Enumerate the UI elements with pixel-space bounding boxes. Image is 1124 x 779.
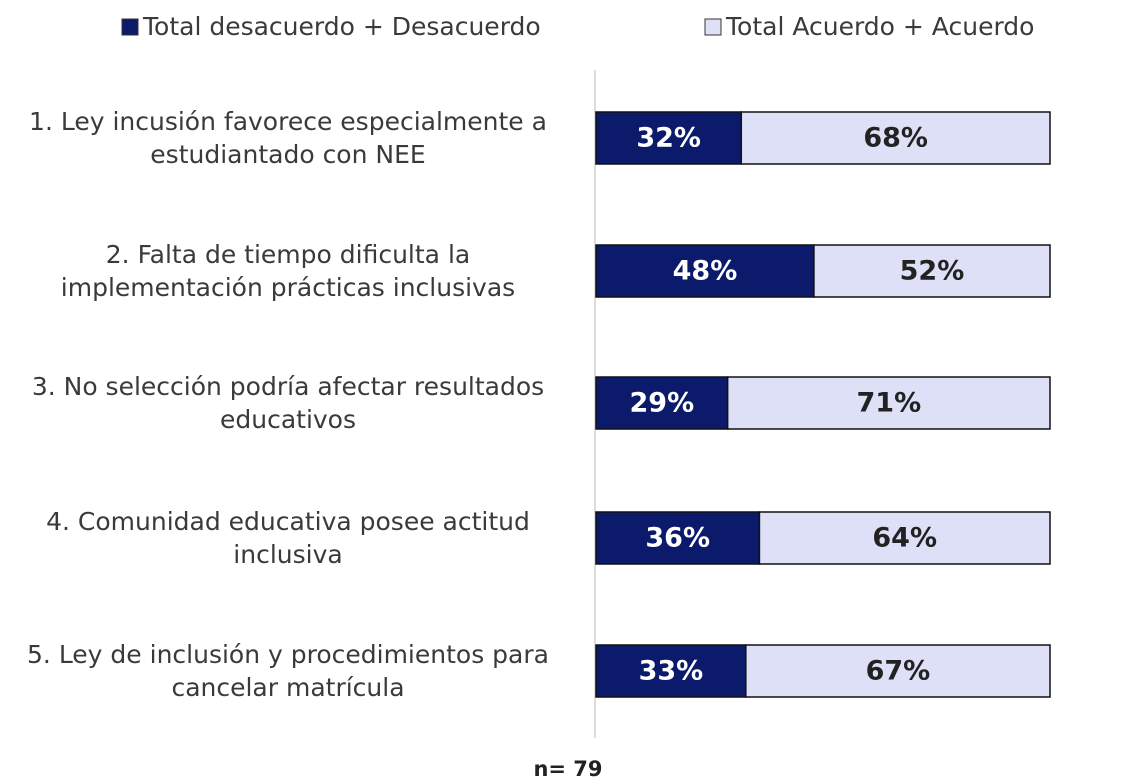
value-label: 71% [857, 388, 922, 419]
value-label: 29% [630, 388, 695, 419]
bar-segment [595, 244, 815, 298]
category-label: 1. Ley incusión favorece especialmente a… [29, 107, 547, 169]
bar-segment [726, 376, 1051, 430]
value-label: 64% [872, 523, 937, 554]
category-label: 5. Ley de inclusión y procedimientos par… [27, 640, 549, 702]
value-label: 68% [863, 123, 928, 154]
legend-label: Total Acuerdo + Acuerdo [725, 12, 1034, 41]
value-label: 52% [900, 256, 965, 287]
legend-swatch [121, 18, 139, 36]
bar-segment [758, 511, 1051, 565]
legend-swatch [704, 18, 722, 36]
sample-size: n= 79 [533, 757, 602, 779]
value-label: 48% [673, 256, 738, 287]
value-label: 67% [866, 656, 931, 687]
value-label: 32% [636, 123, 701, 154]
bar-segment [595, 511, 761, 565]
category-label: 3. No selección podría afectar resultado… [31, 372, 545, 434]
bar-segment [745, 644, 1051, 698]
category-label: 2. Falta de tiempo dificulta la implemen… [60, 240, 516, 302]
value-label: 33% [639, 656, 704, 687]
bar-segment [813, 244, 1051, 298]
legend-label: Total desacuerdo + Desacuerdo [142, 12, 541, 41]
category-label: 4. Comunidad educativa posee actitud inc… [46, 507, 530, 569]
bar-segment [740, 111, 1051, 165]
value-label: 36% [645, 523, 710, 554]
